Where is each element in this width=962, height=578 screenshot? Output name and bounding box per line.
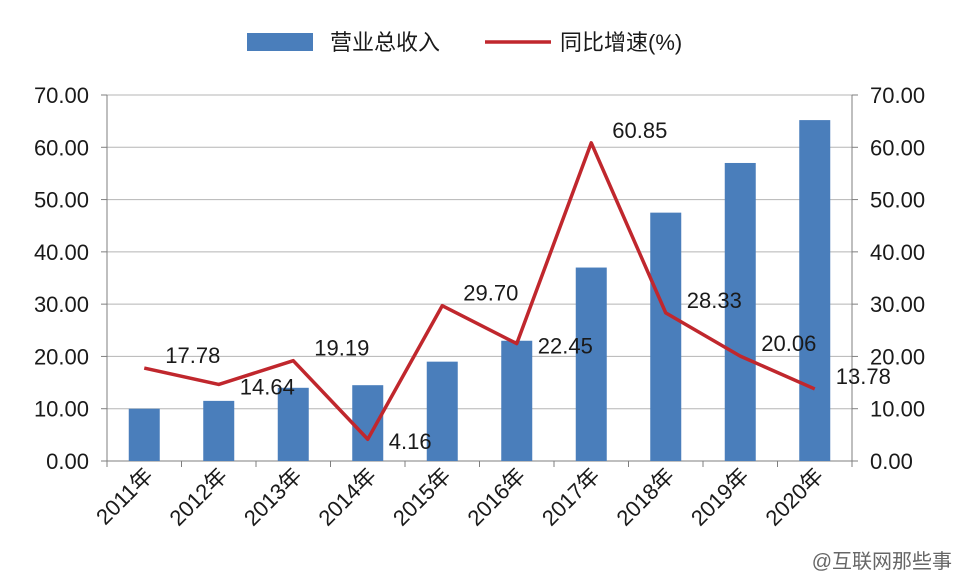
y-right-tick-label: 20.00 [870,344,925,369]
legend-bar-label: 营业总收入 [330,30,440,55]
legend-line-label: 同比增速(%) [560,30,682,55]
line-data-label: 19.19 [314,336,369,361]
bar[interactable] [799,120,831,462]
x-tick-label: 2015年 [388,463,456,531]
bar[interactable] [128,408,160,461]
x-tick-label: 2014年 [313,463,381,531]
x-tick-label: 2012年 [164,463,232,531]
y-right-tick-label: 10.00 [870,397,925,422]
bar[interactable] [203,400,235,461]
x-tick-label: 2011年 [91,463,158,530]
bar[interactable] [501,340,533,461]
y-right-tick-label: 30.00 [870,292,925,317]
bar[interactable] [277,387,309,461]
line-data-label: 17.78 [165,343,220,368]
y-left-tick-label: 20.00 [34,344,89,369]
x-tick-label: 2016年 [462,463,530,531]
x-tick-label: 2018年 [611,463,679,531]
line-data-label: 14.64 [240,374,295,399]
y-left-tick-label: 60.00 [34,135,89,160]
y-left-tick-label: 50.00 [34,188,89,213]
line-data-label: 4.16 [389,429,432,454]
bar[interactable] [426,361,458,461]
growth-line[interactable] [143,141,816,441]
line-data-label: 13.78 [836,364,891,389]
x-tick-label: 2017年 [537,463,605,531]
y-left-tick-label: 40.00 [34,240,89,265]
y-right-tick-label: 50.00 [870,188,925,213]
y-left-tick-label: 70.00 [34,83,89,108]
line-data-label: 20.06 [761,331,816,356]
line-data-label: 28.33 [687,288,742,313]
bar[interactable] [575,267,607,461]
line-data-label: 29.70 [463,281,518,306]
bar[interactable] [650,212,682,461]
line-data-label: 22.45 [538,334,593,359]
y-right-tick-label: 60.00 [870,135,925,160]
x-tick-label: 2019年 [686,463,754,531]
x-tick-label: 2013年 [239,463,307,531]
line-data-label: 60.85 [612,118,667,143]
y-left-tick-label: 30.00 [34,292,89,317]
y-left-tick-label: 10.00 [34,397,89,422]
y-right-tick-label: 40.00 [870,240,925,265]
watermark-text: @互联网那些事 [812,550,952,573]
bar[interactable] [724,162,756,461]
x-tick-label: 2020年 [760,463,828,531]
y-right-tick-label: 70.00 [870,83,925,108]
y-left-tick-label: 0.00 [46,449,89,474]
legend-bar-swatch [247,33,313,51]
y-right-tick-label: 0.00 [870,449,913,474]
